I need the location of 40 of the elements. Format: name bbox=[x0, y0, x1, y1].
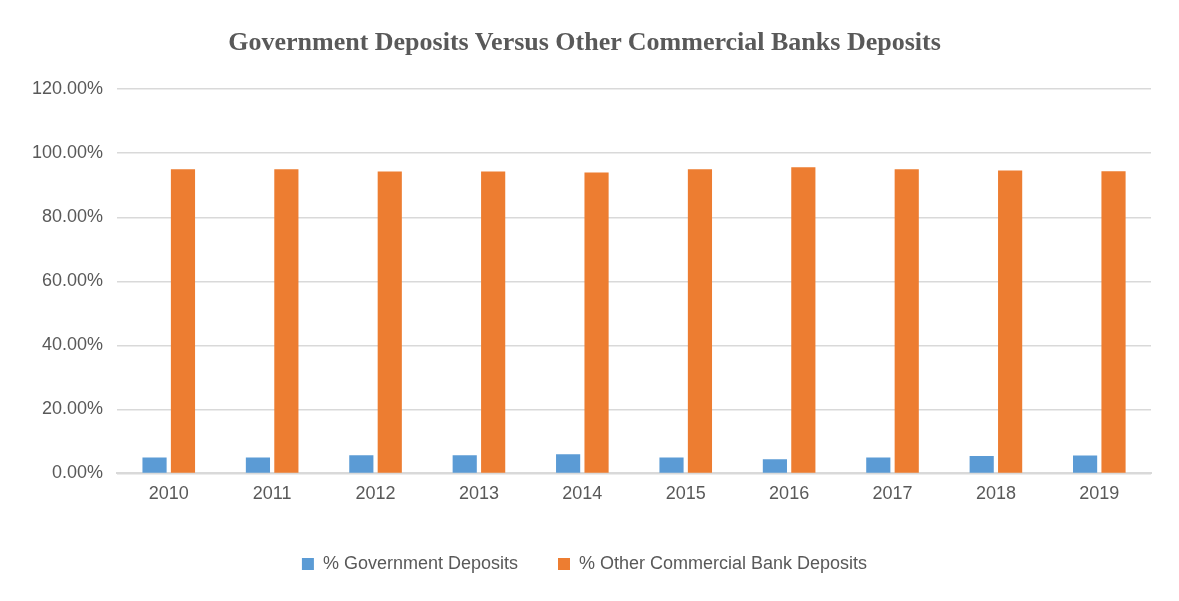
bar bbox=[866, 457, 891, 473]
bar bbox=[452, 455, 477, 473]
bar bbox=[998, 170, 1023, 473]
bar bbox=[1073, 455, 1098, 473]
legend-label: % Other Commercial Bank Deposits bbox=[578, 552, 868, 573]
bar bbox=[274, 169, 299, 473]
legend-label: % Government Deposits bbox=[322, 552, 518, 573]
bar bbox=[687, 169, 713, 473]
x-tick-label: 2017 bbox=[872, 483, 913, 504]
x-tick-label: 2016 bbox=[769, 483, 810, 504]
x-tick-label: 2011 bbox=[252, 483, 292, 504]
x-tick-label: 2010 bbox=[148, 483, 189, 504]
bar bbox=[1101, 171, 1126, 473]
bar bbox=[791, 167, 816, 473]
y-tick-label: 40.00% bbox=[42, 334, 104, 355]
y-tick-label: 120.00% bbox=[32, 78, 104, 99]
bar bbox=[481, 171, 506, 473]
bar bbox=[170, 169, 196, 473]
bar bbox=[894, 169, 919, 473]
y-tick-label: 60.00% bbox=[42, 270, 104, 291]
x-tick-label: 2019 bbox=[1079, 483, 1120, 504]
bar bbox=[245, 457, 271, 473]
bar bbox=[349, 455, 374, 473]
bar bbox=[659, 457, 684, 473]
bar bbox=[556, 454, 581, 473]
x-tick-label: 2014 bbox=[562, 483, 603, 504]
y-tick-label: 20.00% bbox=[42, 398, 104, 419]
x-tick-label: 2012 bbox=[355, 483, 396, 504]
x-tick-label: 2018 bbox=[975, 483, 1016, 504]
bar bbox=[969, 456, 994, 473]
bar bbox=[762, 459, 787, 473]
y-tick-label: 0.00% bbox=[52, 462, 104, 483]
bar bbox=[142, 457, 167, 473]
chart-title: Government Deposits Versus Other Commercial Banks Deposits bbox=[228, 27, 941, 57]
y-tick-label: 100.00% bbox=[32, 142, 104, 163]
y-tick-label: 80.00% bbox=[42, 206, 104, 227]
x-tick-label: 2015 bbox=[665, 483, 706, 504]
x-tick-label: 2013 bbox=[458, 483, 499, 504]
bar bbox=[377, 171, 402, 473]
bar bbox=[584, 172, 609, 473]
